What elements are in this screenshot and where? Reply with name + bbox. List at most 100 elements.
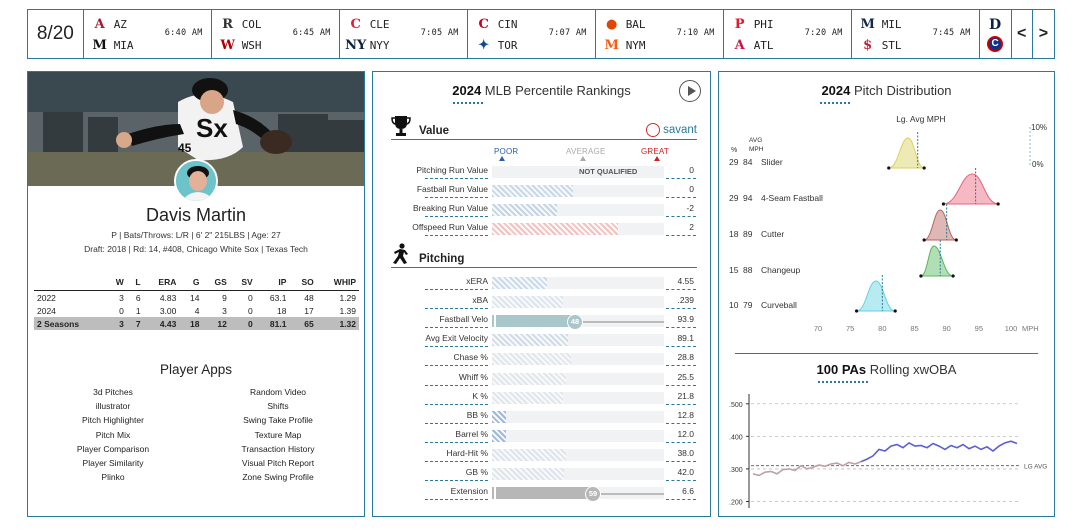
player-app-link[interactable]: 3d Pitches bbox=[93, 387, 133, 397]
range-dot bbox=[922, 238, 926, 242]
not-qualified-label: NOT QUALIFIED bbox=[579, 167, 638, 176]
stats-col-header: G bbox=[179, 275, 203, 291]
player-app-link[interactable]: Visual Pitch Report bbox=[241, 458, 315, 469]
next-button[interactable]: > bbox=[1038, 25, 1049, 42]
value-divider bbox=[666, 178, 696, 179]
player-app-link[interactable]: Plinko bbox=[101, 472, 125, 483]
game-cell[interactable]: C CLE NY NYY 7:05 AM bbox=[340, 10, 468, 58]
player-app-link[interactable]: Player Similarity bbox=[82, 458, 144, 469]
percentile-track bbox=[492, 334, 664, 347]
table-cell: 7 bbox=[126, 317, 144, 330]
table-cell: 4 bbox=[194, 305, 200, 316]
metric-row: Barrel % 12.0 bbox=[373, 426, 710, 444]
team-logo-icon: NY bbox=[345, 37, 367, 53]
player-app-link[interactable]: illustrator bbox=[95, 401, 131, 412]
value-divider bbox=[666, 365, 696, 367]
game-cell[interactable]: M MIL $ STL 7:45 AM bbox=[852, 10, 980, 58]
pitch-avg-mph: 88 bbox=[743, 265, 753, 275]
title-underline bbox=[820, 102, 850, 104]
metric-value: -2 bbox=[686, 203, 694, 213]
game-cell[interactable]: C CIN ✦ TOR 7:07 AM bbox=[468, 10, 596, 58]
stats-col-header: W bbox=[105, 275, 127, 291]
value-divider bbox=[666, 441, 696, 443]
table-cell: 2024 bbox=[37, 305, 56, 316]
metric-divider bbox=[425, 216, 488, 217]
percentile-track: 59 bbox=[492, 486, 664, 503]
scale-great-label: GREAT bbox=[641, 147, 669, 156]
metric-row: Extension 59 6.6 bbox=[373, 483, 710, 503]
value-divider bbox=[666, 403, 696, 405]
game-cell[interactable]: R COL W WSH 6:45 AM bbox=[212, 10, 340, 58]
team-logo-icon: C bbox=[350, 16, 361, 32]
game-time: 6:45 AM bbox=[292, 28, 331, 38]
metric-row: BB % 12.8 bbox=[373, 407, 710, 425]
team-row: C CIN bbox=[476, 15, 518, 33]
pitch-density-area bbox=[888, 137, 925, 169]
metric-row: Offspeed Run Value 2 bbox=[373, 219, 710, 237]
pct-col-header: % bbox=[731, 147, 737, 154]
game-cell[interactable]: ● BAL M NYM 7:10 AM bbox=[596, 10, 724, 58]
player-app-link[interactable]: Shifts bbox=[267, 401, 289, 412]
player-app-link[interactable]: Swing Take Profile bbox=[243, 415, 313, 426]
range-dot bbox=[893, 309, 897, 313]
y-tick-label: .400 bbox=[729, 434, 743, 441]
pitch-name: Curveball bbox=[761, 300, 797, 310]
scoreboard-games: A AZ M MIA 6:40 AM R COL W WSH 6:45 AM C CLE NY NYY 7:… bbox=[84, 10, 980, 58]
metric-row: xERA 4.55 bbox=[373, 273, 710, 291]
range-dot bbox=[887, 166, 891, 170]
percentile-bar bbox=[492, 334, 568, 347]
pitching-section-header: Pitching bbox=[391, 243, 697, 268]
game-cell[interactable]: A AZ M MIA 6:40 AM bbox=[84, 10, 212, 58]
percentile-track bbox=[492, 410, 664, 423]
x-tick-label: 85 bbox=[910, 324, 918, 333]
percentile-bar bbox=[492, 372, 566, 385]
game-time: 7:10 AM bbox=[676, 28, 715, 38]
value-divider bbox=[666, 480, 696, 481]
stats-col-header: L bbox=[126, 275, 144, 291]
scoreboard-more-logos[interactable]: D C bbox=[980, 10, 1012, 58]
stats-col-header bbox=[34, 275, 106, 291]
metric-label: K % bbox=[472, 390, 488, 401]
metric-label: BB % bbox=[466, 409, 488, 420]
play-icon[interactable] bbox=[679, 80, 701, 102]
value-divider bbox=[666, 460, 696, 462]
metric-label: Offspeed Run Value bbox=[412, 222, 488, 232]
savant-link[interactable]: savant bbox=[646, 123, 697, 137]
metric-row: Avg Exit Velocity 89.1 bbox=[373, 330, 710, 348]
range-dot bbox=[855, 309, 859, 313]
team-logo-icon: A bbox=[94, 16, 105, 32]
pitch-name: Changeup bbox=[761, 265, 801, 275]
metric-row: Chase % 28.8 bbox=[373, 349, 710, 367]
percentile-bar bbox=[492, 410, 506, 423]
player-app-link[interactable]: Pitch Mix bbox=[95, 429, 131, 440]
team-row: A AZ bbox=[92, 15, 127, 33]
metric-value: .239 bbox=[677, 295, 694, 306]
game-cell[interactable]: P PHI A ATL 7:20 AM bbox=[724, 10, 852, 58]
player-app-link[interactable]: Player Comparison bbox=[76, 443, 150, 454]
team-logo-icon: C bbox=[987, 35, 1004, 52]
table-cell: 3 bbox=[105, 317, 127, 330]
team-abbr: STL bbox=[881, 38, 902, 52]
team-row: R COL bbox=[220, 15, 261, 33]
table-cell: 0 bbox=[248, 292, 253, 303]
percentile-bar bbox=[492, 468, 564, 480]
player-app-link[interactable]: Texture Map bbox=[254, 429, 302, 440]
team-abbr: AZ bbox=[113, 17, 127, 31]
team-row: W WSH bbox=[220, 36, 262, 54]
pitch-pct: 18 bbox=[729, 229, 739, 239]
team-abbr: WSH bbox=[241, 38, 262, 52]
team-logo-icon: P bbox=[734, 16, 745, 32]
value-divider bbox=[666, 289, 696, 290]
scale-poor-marker bbox=[499, 156, 505, 161]
player-app-link[interactable]: Zone Swing Profile bbox=[242, 472, 314, 483]
x-tick-label: 95 bbox=[975, 324, 983, 333]
prev-button[interactable]: < bbox=[1012, 10, 1033, 58]
player-app-link[interactable]: Random Video bbox=[249, 387, 307, 397]
percentile-track bbox=[492, 204, 664, 216]
metric-value: 28.8 bbox=[677, 352, 694, 363]
table-row: 2 Seasons 3 7 4.43 18 12 0 81.1 65 1.32 bbox=[34, 317, 359, 330]
svg-text:45: 45 bbox=[178, 141, 192, 155]
player-app-link[interactable]: Pitch Highlighter bbox=[82, 415, 144, 426]
game-time: 7:20 AM bbox=[804, 28, 843, 38]
player-app-link[interactable]: Transaction History bbox=[241, 443, 315, 454]
